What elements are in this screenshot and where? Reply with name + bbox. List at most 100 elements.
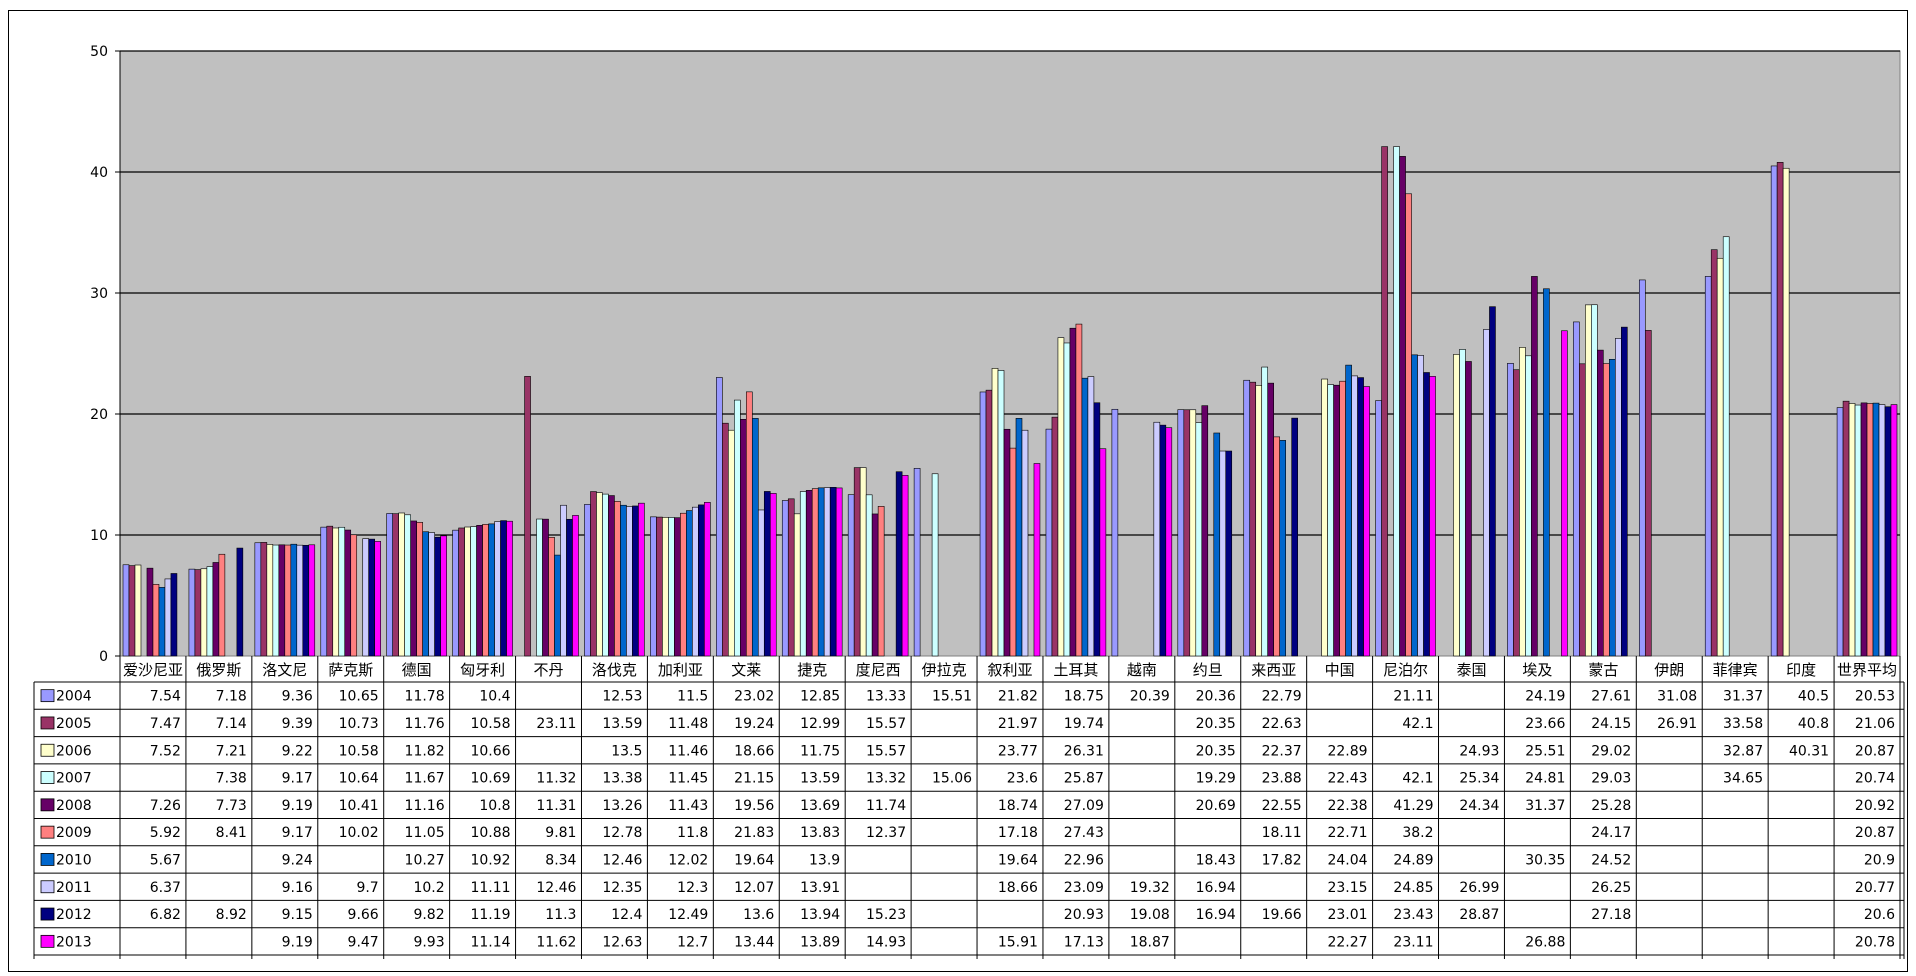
category-label: 德国 — [402, 661, 432, 679]
data-label: 12.4 — [611, 907, 642, 923]
data-label: 20.35 — [1196, 743, 1236, 759]
bar-2006-7 — [596, 492, 603, 657]
y-tick-label: 50 — [90, 44, 108, 60]
bar-2011-5 — [494, 521, 501, 657]
legend-label-2006: 2006 — [56, 743, 92, 759]
bar-2012-7 — [632, 505, 639, 657]
chart-frame: 0 10 20 30 40 50 爱沙尼亚 俄罗斯 洛文尼 萨克斯 德国 匈牙利 不丹 洛伐克 加利亚 文莱… — [8, 10, 1908, 972]
data-label: 23.66 — [1525, 716, 1565, 732]
data-label: 23.6 — [1007, 771, 1038, 787]
bar-2011-10 — [823, 487, 831, 657]
bar-2011-4 — [428, 532, 435, 657]
data-label: 20.35 — [1196, 716, 1236, 732]
data-label: 11.78 — [405, 689, 445, 705]
data-label: 22.71 — [1327, 825, 1367, 841]
data-label: 9.36 — [282, 689, 313, 705]
legend-label-2012: 2012 — [56, 907, 92, 923]
data-label: 13.38 — [602, 771, 642, 787]
data-label: 12.63 — [602, 934, 642, 950]
data-label: 19.64 — [734, 852, 774, 868]
bar-2006-14 — [1057, 337, 1065, 657]
bar-2009-0 — [152, 584, 160, 657]
data-label: 20.74 — [1855, 771, 1895, 787]
bar-2012-4 — [434, 536, 441, 657]
data-label: 22.89 — [1327, 743, 1367, 759]
bar-2005-14 — [1051, 416, 1059, 657]
bar-2006-2 — [266, 544, 274, 657]
data-label: 21.11 — [1393, 689, 1433, 705]
data-label: 23.77 — [998, 743, 1038, 759]
bar-2007-17 — [1261, 366, 1269, 657]
category-label: 伊拉克 — [922, 661, 967, 679]
bar-2008-22 — [1597, 349, 1604, 657]
data-label: 12.78 — [602, 825, 642, 841]
data-label: 11.11 — [470, 880, 510, 896]
legend-label-2011: 2011 — [56, 880, 92, 896]
data-label: 13.69 — [800, 798, 840, 814]
data-label: 19.24 — [734, 716, 774, 732]
data-label: 11.75 — [800, 743, 840, 759]
data-label: 11.5 — [677, 689, 708, 705]
data-label: 20.93 — [1064, 907, 1104, 923]
bar-2007-10 — [799, 491, 807, 657]
bar-2004-2 — [254, 542, 262, 657]
data-label: 10.58 — [339, 743, 379, 759]
data-label: 23.15 — [1327, 880, 1367, 896]
data-label: 22.43 — [1327, 771, 1367, 787]
legend-label-2004: 2004 — [56, 689, 92, 705]
bar-2011-19 — [1417, 355, 1424, 657]
data-label: 12.85 — [800, 689, 840, 705]
legend-key-2013 — [40, 934, 55, 948]
data-label: 15.57 — [866, 716, 906, 732]
bar-2010-17 — [1279, 440, 1286, 657]
bar-2004-26 — [1836, 407, 1844, 657]
bar-2007-20 — [1459, 349, 1466, 657]
bar-2008-0 — [146, 567, 154, 657]
bar-2013-5 — [506, 520, 513, 657]
bar-2006-13 — [991, 368, 999, 657]
bar-2007-3 — [338, 526, 346, 657]
data-label: 13.83 — [800, 825, 840, 841]
bar-2006-17 — [1255, 385, 1263, 657]
bar-2011-26 — [1878, 404, 1886, 657]
bar-2009-14 — [1075, 323, 1083, 657]
bar-2005-9 — [722, 422, 729, 657]
bar-2006-3 — [332, 527, 340, 657]
bar-2010-10 — [817, 487, 825, 657]
data-label: 26.99 — [1459, 880, 1499, 896]
legend-key-2004 — [40, 689, 55, 703]
bar-2004-17 — [1243, 379, 1251, 657]
data-label: 9.17 — [282, 771, 313, 787]
data-label: 10.8 — [479, 798, 510, 814]
data-label: 40.5 — [1798, 689, 1829, 705]
data-label: 22.27 — [1327, 934, 1367, 950]
data-label: 12.35 — [602, 880, 642, 896]
legend-key-2009 — [40, 825, 55, 839]
bar-2004-21 — [1507, 363, 1514, 657]
bar-2009-13 — [1009, 447, 1017, 657]
legend-label-2009: 2009 — [56, 825, 92, 841]
bar-2007-1 — [206, 566, 214, 657]
data-label: 13.33 — [866, 689, 906, 705]
category-label: 洛文尼 — [262, 661, 307, 679]
data-label: 12.99 — [800, 716, 840, 732]
data-label: 17.13 — [1064, 934, 1104, 950]
data-label: 11.19 — [470, 907, 510, 923]
bar-2009-17 — [1273, 436, 1280, 657]
bar-2008-13 — [1003, 428, 1011, 657]
data-label: 12.49 — [668, 907, 708, 923]
bar-2005-13 — [985, 389, 993, 657]
data-label: 20.87 — [1855, 743, 1895, 759]
category-label: 不丹 — [534, 661, 564, 679]
category-label: 洛伐克 — [592, 661, 637, 679]
data-label: 9.17 — [282, 825, 313, 841]
bar-2005-11 — [853, 467, 861, 657]
data-label: 9.22 — [282, 743, 313, 759]
bar-2004-9 — [716, 377, 723, 657]
data-label: 19.29 — [1196, 771, 1236, 787]
bar-chart: 0 10 20 30 40 50 爱沙尼亚 俄罗斯 洛文尼 萨克斯 德国 匈牙利 不丹 洛伐克 加利亚 文莱… — [33, 44, 1905, 959]
data-label: 5.92 — [150, 825, 181, 841]
data-label: 24.17 — [1591, 825, 1631, 841]
bar-2008-7 — [608, 495, 615, 657]
data-label: 27.09 — [1064, 798, 1104, 814]
